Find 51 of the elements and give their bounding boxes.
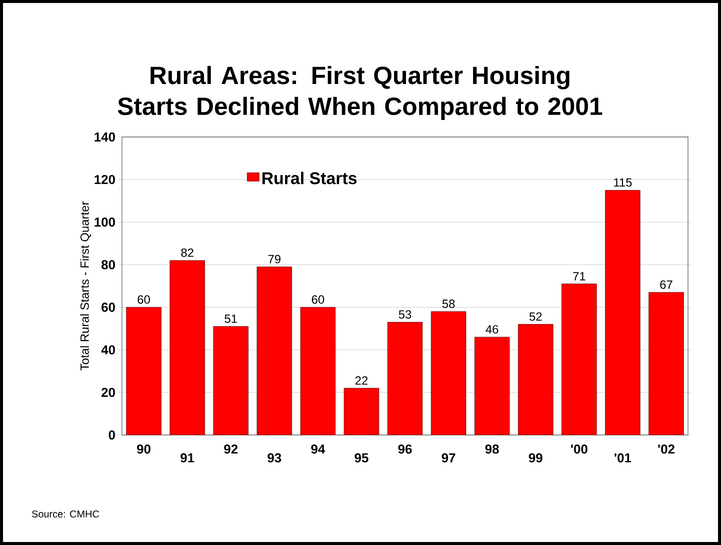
data-label: 67 bbox=[660, 280, 672, 289]
data-label: 22 bbox=[355, 376, 368, 385]
x-tick-label: 90 bbox=[137, 444, 150, 454]
data-label: 51 bbox=[224, 314, 237, 323]
y-tick-label: 140 bbox=[94, 132, 115, 142]
bar bbox=[474, 336, 510, 435]
bar bbox=[300, 307, 336, 435]
x-tick-label: '02 bbox=[658, 444, 674, 454]
x-tick-label: 99 bbox=[528, 453, 542, 462]
data-label: 53 bbox=[398, 310, 412, 319]
data-label: 52 bbox=[529, 312, 542, 321]
data-label: 115 bbox=[614, 178, 632, 187]
data-label: 71 bbox=[573, 272, 586, 280]
x-tick-label: 97 bbox=[442, 453, 456, 462]
bar bbox=[648, 292, 684, 435]
x-tick-label: 93 bbox=[268, 453, 282, 462]
x-tick-label: 92 bbox=[224, 444, 238, 454]
x-tick-label: '01 bbox=[614, 453, 632, 462]
y-tick-label: 100 bbox=[94, 218, 115, 227]
y-tick-label: 20 bbox=[102, 388, 115, 397]
legend-label: Rural Starts bbox=[262, 172, 357, 184]
x-tick-label: 98 bbox=[485, 444, 499, 454]
bar bbox=[344, 388, 380, 435]
bar bbox=[213, 326, 248, 435]
x-tick-label: 91 bbox=[180, 453, 194, 462]
y-tick-label: 40 bbox=[101, 345, 115, 354]
bar bbox=[605, 190, 640, 435]
bar bbox=[256, 266, 292, 435]
data-label: 58 bbox=[442, 300, 455, 308]
x-tick-label: 96 bbox=[398, 444, 412, 454]
data-label: 82 bbox=[181, 248, 194, 257]
data-label: 60 bbox=[138, 295, 150, 304]
data-label: 46 bbox=[486, 325, 498, 334]
y-tick-label: 0 bbox=[108, 430, 115, 440]
data-label: 79 bbox=[268, 254, 280, 264]
x-tick-label: 94 bbox=[311, 444, 326, 454]
bar bbox=[562, 284, 597, 435]
bar bbox=[387, 322, 423, 435]
y-tick-label: 120 bbox=[94, 174, 115, 184]
bar bbox=[126, 307, 162, 435]
x-tick-label: 95 bbox=[354, 453, 368, 462]
y-axis-title: Total Rural Starts - First Quarter bbox=[80, 201, 92, 370]
y-tick-label: 60 bbox=[102, 302, 115, 312]
bar bbox=[430, 311, 466, 435]
chart-title: Rural Areas: First Quarter Housing Starts Declined When Compared to 2001 bbox=[118, 66, 602, 120]
source-note: Source: CMHC bbox=[32, 510, 100, 518]
bar bbox=[518, 324, 554, 435]
data-label: 60 bbox=[312, 295, 324, 304]
x-tick-label: '00 bbox=[571, 444, 588, 454]
bar bbox=[170, 260, 205, 435]
y-tick-label: 80 bbox=[101, 260, 115, 270]
